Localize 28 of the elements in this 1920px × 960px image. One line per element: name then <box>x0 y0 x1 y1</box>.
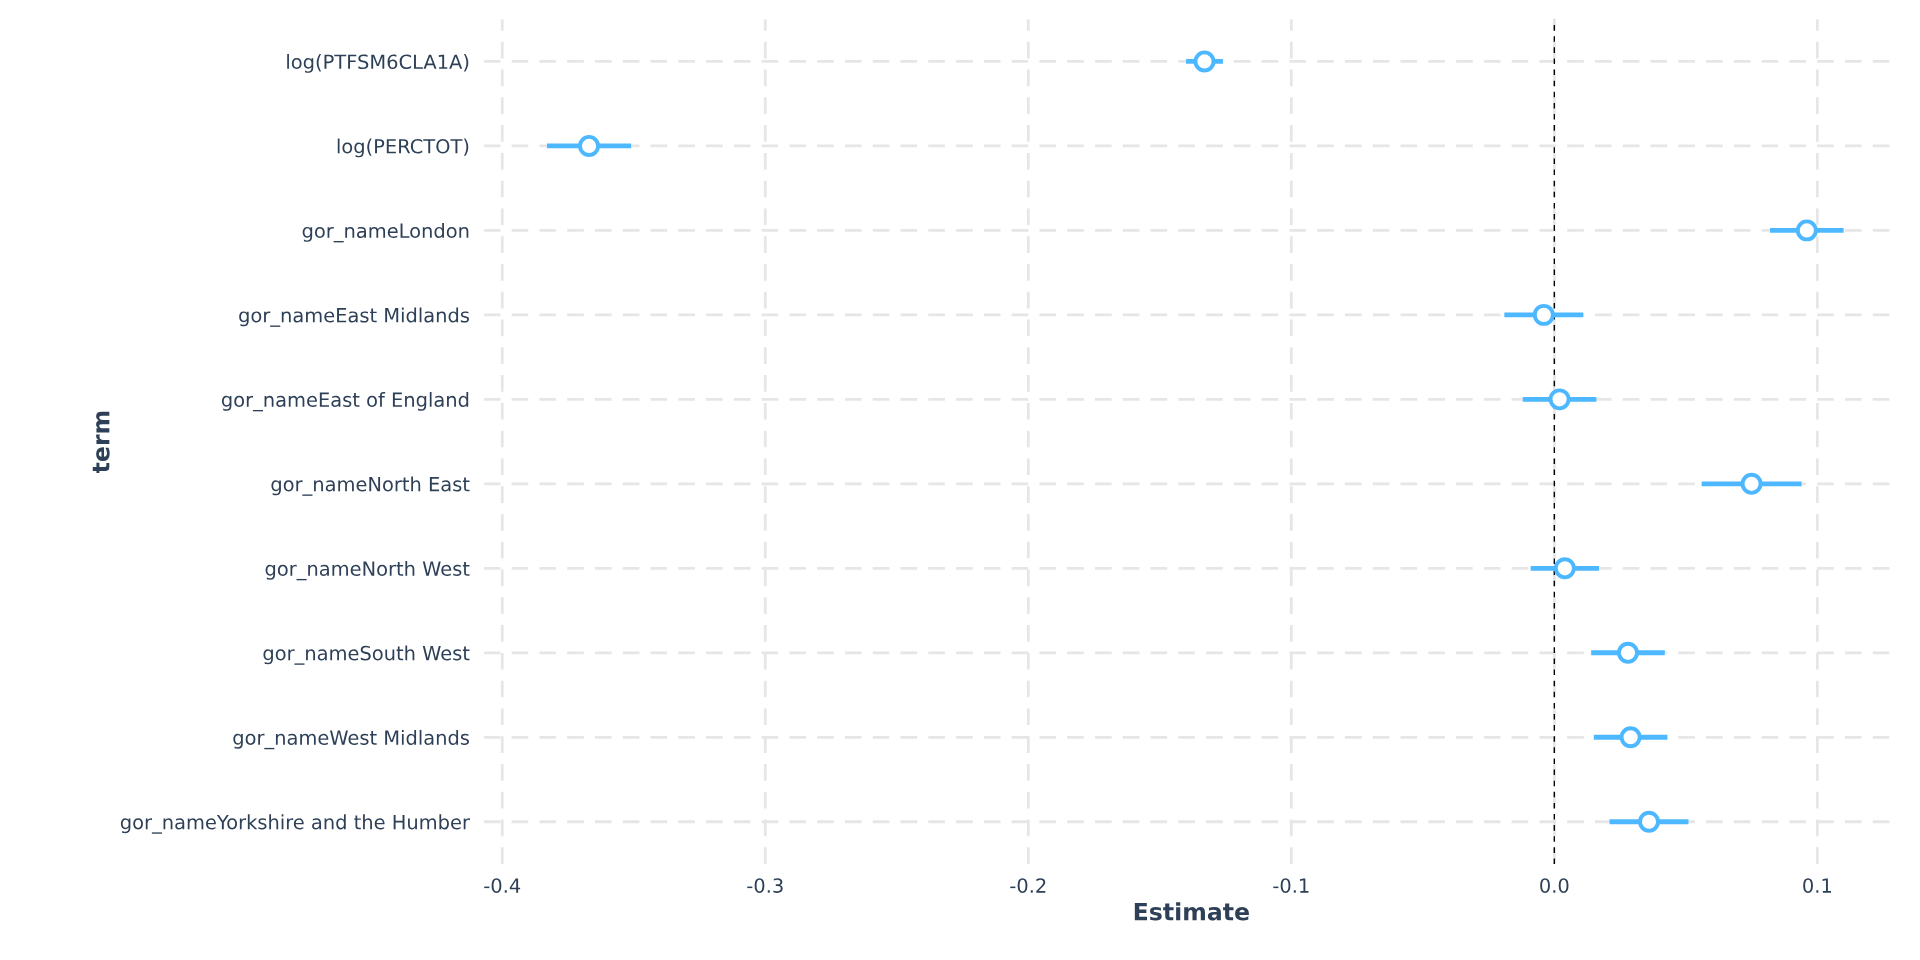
y-tick-label: gor_nameSouth West <box>263 645 470 665</box>
y-tick-label: gor_nameNorth East <box>271 476 470 496</box>
point <box>1740 472 1763 495</box>
x-axis-title: Estimate <box>1134 902 1249 921</box>
x-tick-label: -0.3 <box>747 878 783 893</box>
point <box>1638 810 1660 833</box>
point <box>1553 557 1576 580</box>
y-tick-label: log(PTFSM6CLA1A) <box>287 54 469 73</box>
x-tick-label: -0.2 <box>1010 878 1046 893</box>
x-tick-label: 0.1 <box>1803 878 1832 893</box>
y-tick-label: gor_nameYorkshire and the Humber <box>120 814 470 834</box>
x-tick-label: -0.1 <box>1273 878 1309 893</box>
x-tick-label: -0.4 <box>484 878 521 893</box>
point <box>1548 388 1571 411</box>
y-tick-label: gor_nameNorth West <box>265 560 470 581</box>
point <box>1616 641 1639 664</box>
y-tick-label: gor_nameWest Midlands <box>233 729 469 750</box>
x-tick-label: 0.0 <box>1540 878 1569 893</box>
y-tick-label: gor_nameEast of England <box>221 391 469 412</box>
point <box>1619 726 1642 749</box>
point <box>1193 50 1216 73</box>
point <box>1795 219 1818 242</box>
point <box>578 134 601 157</box>
y-tick-label: gor_nameEast Midlands <box>239 307 469 327</box>
y-tick-label: log(PERCTOT) <box>337 138 469 158</box>
point <box>1532 303 1555 326</box>
y-axis-title: term <box>92 411 110 474</box>
y-tick-label: gor_nameLondon <box>302 223 469 243</box>
